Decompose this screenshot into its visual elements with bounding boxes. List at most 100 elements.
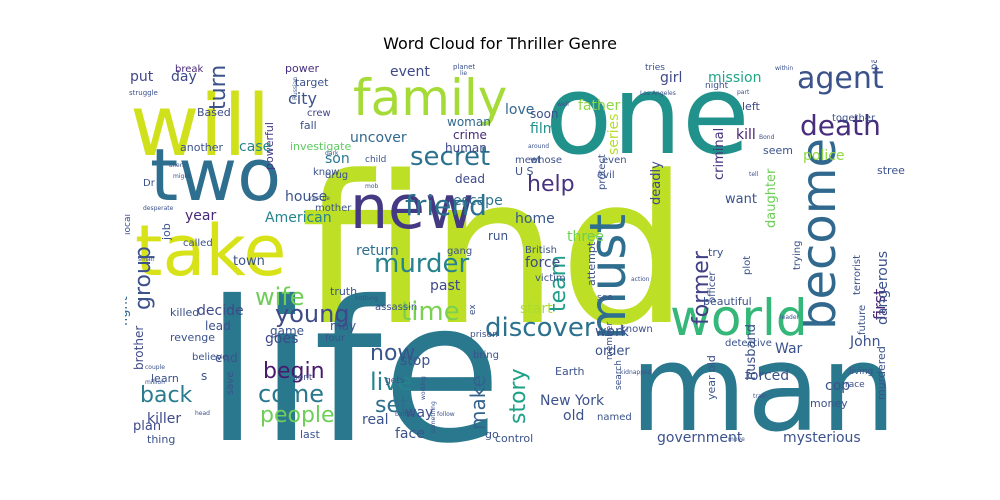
word-meet: meet bbox=[515, 155, 541, 166]
word-part: part bbox=[737, 89, 750, 96]
word-help: help bbox=[527, 172, 575, 197]
word-left: left bbox=[742, 100, 761, 113]
word-secret: secret bbox=[410, 142, 490, 172]
word-goes: goes bbox=[265, 331, 298, 347]
word-american: American bbox=[265, 210, 332, 226]
word-try: try bbox=[708, 246, 724, 259]
word-break: break bbox=[175, 64, 204, 75]
word-attempt: attempt bbox=[585, 241, 598, 286]
word-search: search bbox=[614, 360, 624, 390]
word-story: story bbox=[506, 368, 531, 424]
word-within: within bbox=[775, 65, 793, 72]
word-target: target bbox=[295, 76, 329, 89]
word-deadly: deadly bbox=[649, 161, 664, 205]
word-living: living bbox=[849, 367, 873, 377]
word-order: order bbox=[595, 344, 630, 359]
word-revenge: revenge bbox=[170, 331, 215, 344]
word-stop: stop bbox=[400, 353, 430, 369]
word-investigate: investigate bbox=[290, 140, 351, 153]
word-learn: learn bbox=[151, 372, 179, 385]
word-fall: fall bbox=[300, 119, 317, 132]
word-well: well bbox=[557, 101, 569, 108]
word-wife: wife bbox=[255, 283, 305, 311]
word-believe: believe bbox=[192, 352, 228, 363]
word-fight: fight bbox=[125, 296, 131, 326]
word-protect: protect bbox=[597, 154, 608, 190]
word-control: control bbox=[495, 432, 533, 445]
word-job: job bbox=[160, 223, 173, 241]
word-set: set bbox=[375, 393, 409, 418]
word-s: s bbox=[201, 369, 207, 383]
word-cop: cop bbox=[825, 378, 850, 394]
word-mysterious: mysterious bbox=[783, 430, 861, 446]
word-mission: mission bbox=[708, 70, 761, 86]
word-leader: leader bbox=[780, 314, 800, 321]
word-son: son bbox=[325, 151, 350, 167]
word-million: million bbox=[145, 379, 165, 386]
word-tries: tries bbox=[645, 63, 665, 73]
word-crime: crime bbox=[453, 128, 487, 142]
word-old: old bbox=[563, 408, 584, 424]
word-save: save bbox=[225, 372, 236, 395]
word-husband: husband bbox=[744, 324, 759, 380]
word-los-angeles: Los Angeles bbox=[640, 90, 676, 97]
word-force: force bbox=[525, 255, 560, 271]
word-killer: killer bbox=[147, 411, 181, 427]
word-group: group bbox=[131, 246, 156, 310]
word-follow: follow bbox=[437, 411, 455, 418]
word-want: want bbox=[725, 192, 757, 207]
word-day: day bbox=[171, 69, 197, 85]
word-woman: woman bbox=[447, 115, 491, 129]
word-police: police bbox=[803, 148, 845, 164]
word-kidnapped: kidnapped bbox=[620, 369, 652, 376]
word-know: know bbox=[313, 167, 339, 178]
word-desperate: desperate bbox=[143, 205, 174, 212]
word-one: one bbox=[545, 60, 750, 179]
word-three: three bbox=[567, 229, 604, 245]
word-decide: decide bbox=[197, 303, 244, 319]
word-team: team bbox=[546, 255, 571, 312]
word-town: town bbox=[233, 254, 265, 269]
word-crew: crew bbox=[307, 108, 331, 119]
word-killed: killed bbox=[170, 306, 199, 319]
word-new-york: New York bbox=[540, 393, 605, 409]
word-small: small bbox=[138, 256, 154, 263]
word-lead: lead bbox=[205, 319, 231, 333]
word-russian: Russian bbox=[292, 77, 299, 100]
word-human: human bbox=[445, 141, 487, 155]
word-run: run bbox=[488, 229, 508, 243]
word-murdered: murdered bbox=[875, 346, 888, 400]
word-dark: dark bbox=[325, 150, 339, 157]
word-young: young bbox=[275, 300, 350, 328]
word-daughter: daughter bbox=[764, 168, 779, 228]
word-film: film bbox=[530, 121, 556, 137]
word-two: two bbox=[150, 133, 281, 217]
word-people: people bbox=[260, 403, 335, 428]
word-go: go bbox=[485, 428, 499, 441]
word-powerful: powerful bbox=[263, 122, 276, 170]
word-first: first bbox=[870, 289, 889, 320]
word-come: come bbox=[258, 380, 324, 408]
word-way: way bbox=[405, 405, 433, 421]
word-become: become bbox=[791, 138, 847, 330]
word-called: called bbox=[183, 238, 213, 249]
word-tell: tell bbox=[749, 171, 759, 178]
word-power: power bbox=[285, 62, 319, 75]
word-victim: victim bbox=[535, 273, 566, 284]
word-struggle: struggle bbox=[129, 89, 158, 97]
word-even: even bbox=[602, 155, 627, 166]
word-mother: mother bbox=[315, 203, 352, 214]
word-four: four bbox=[325, 333, 346, 344]
word-former: former bbox=[689, 250, 714, 325]
word-back: back bbox=[140, 383, 193, 408]
word-now: now bbox=[370, 341, 415, 366]
word-friend: friend bbox=[405, 189, 487, 222]
word-around: around bbox=[528, 143, 549, 150]
word-partner: partner bbox=[869, 60, 880, 70]
word-dangerous: dangerous bbox=[875, 251, 891, 325]
word-plot: plot bbox=[742, 256, 753, 275]
word-bond: Bond bbox=[759, 134, 775, 141]
word-must: must bbox=[579, 214, 637, 340]
word-series: series bbox=[606, 114, 622, 155]
word-action: action bbox=[631, 276, 650, 283]
